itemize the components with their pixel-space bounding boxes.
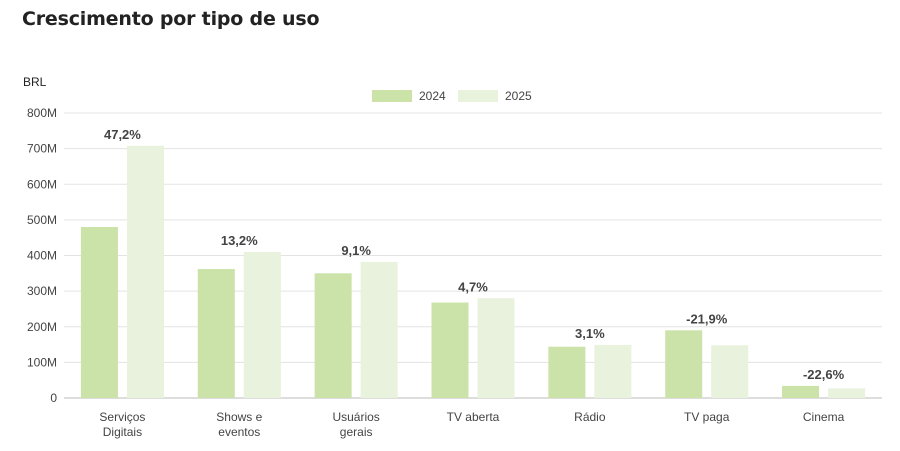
growth-percent-label: 13,2% xyxy=(221,233,258,248)
legend-swatch xyxy=(372,90,412,102)
category-label: Rádio xyxy=(574,410,606,424)
growth-percent-label: -21,9% xyxy=(686,311,728,326)
growth-percent-label: 3,1% xyxy=(575,326,605,341)
growth-percent-label: -22,6% xyxy=(803,367,845,382)
bar-2024 xyxy=(431,302,469,398)
bar-2024 xyxy=(80,227,118,398)
growth-percent-label: 47,2% xyxy=(104,127,141,142)
y-tick-label: 200M xyxy=(27,320,57,334)
growth-labels: 47,2% 13,2% 9,1% 4,7% 3,1% -21,9% -22,6% xyxy=(104,127,845,382)
category-label: Usuários gerais xyxy=(332,410,379,439)
category-label: Cinema xyxy=(803,410,845,424)
bar-2024 xyxy=(548,346,586,398)
y-tick-label: 800M xyxy=(27,106,57,120)
growth-percent-label: 9,1% xyxy=(341,243,371,258)
y-tick-label: 700M xyxy=(27,142,57,156)
y-tick-label: 0 xyxy=(50,391,57,405)
y-tick-label: 100M xyxy=(27,355,57,369)
bar-2025 xyxy=(360,261,398,398)
legend-swatch xyxy=(458,90,498,102)
chart-title: Crescimento por tipo de uso xyxy=(22,8,320,30)
y-tick-label: 400M xyxy=(27,249,57,263)
legend-label: 2025 xyxy=(505,89,532,103)
bar-2025 xyxy=(594,344,632,398)
y-tick-label: 500M xyxy=(27,213,57,227)
category-labels: Serviços Digitais Shows e eventos Usuários ge… xyxy=(99,410,844,439)
category-label: Serviços Digitais xyxy=(99,410,145,439)
growth-percent-label: 4,7% xyxy=(458,279,488,294)
category-label: TV paga xyxy=(684,410,730,424)
y-axis-ticks: 0 100M 200M 300M 400M 500M 600M 700M 800M xyxy=(27,106,57,405)
category-label: TV aberta xyxy=(447,410,500,424)
bar-2025 xyxy=(828,388,866,398)
y-tick-label: 600M xyxy=(27,177,57,191)
bar-2025 xyxy=(711,345,749,398)
legend-label: 2024 xyxy=(419,89,446,103)
bar-2025 xyxy=(477,298,515,398)
bar-2024 xyxy=(665,330,703,398)
bar-2024 xyxy=(782,385,820,398)
grid-lines xyxy=(64,112,882,399)
bar-2024 xyxy=(197,269,235,398)
category-label: Shows e eventos xyxy=(216,410,262,439)
bar-2025 xyxy=(126,145,164,398)
bar-2024 xyxy=(314,273,352,398)
bars xyxy=(80,145,866,398)
bar-2025 xyxy=(243,251,281,398)
legend: 2024 2025 xyxy=(372,89,532,103)
y-axis-unit-label: BRL xyxy=(23,75,47,89)
y-tick-label: 300M xyxy=(27,284,57,298)
